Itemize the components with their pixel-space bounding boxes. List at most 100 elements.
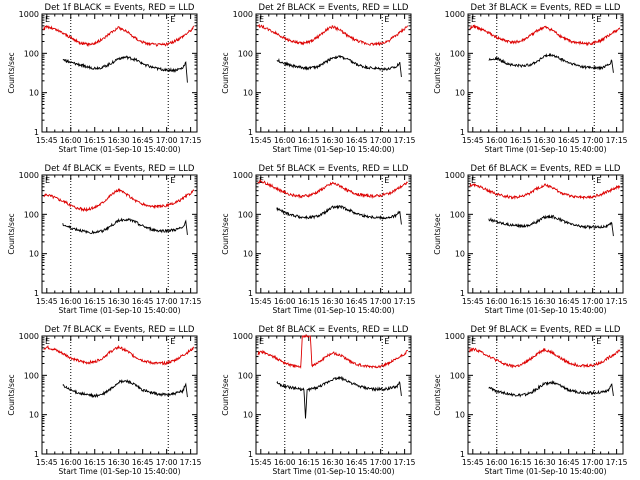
legend-mark: E [384,337,389,346]
plot-frame [255,13,412,133]
x-tick-label: 17:15 [606,136,628,145]
x-tick-label: 17:00 [582,458,604,467]
series-line-lld [43,188,195,213]
panel-title: Det 9f BLACK = Events, RED = LLD [471,325,621,335]
series-line-events [62,55,188,83]
x-tick-label: 16:45 [132,458,154,467]
legend-mark: E [170,337,175,346]
y-tick-label: 10 [29,250,39,259]
legend-mark: E [471,15,476,24]
x-tick-label: 16:00 [60,297,82,306]
x-axis-label: Start Time (01-Sep-10 15:40:00) [485,467,607,476]
panel-title: Det 6f BLACK = Events, RED = LLD [471,164,621,174]
x-axis-label: Start Time (01-Sep-10 15:40:00) [273,467,395,476]
series-line-events [276,54,402,78]
legend-mark: E [170,15,175,24]
legend-mark: E [259,15,264,24]
x-axis-label: Start Time (01-Sep-10 15:40:00) [485,306,607,315]
panel-title: Det 1f BLACK = Events, RED = LLD [45,3,195,13]
x-tick-label: 16:00 [60,136,82,145]
y-tick-label: 1000 [445,332,465,341]
legend-mark: E [45,15,50,24]
legend-mark: E [384,15,389,24]
x-tick-label: 17:00 [370,458,392,467]
series-line-lld [469,347,621,369]
panel-det-6: Det 6f BLACK = Events, RED = LLD 1 10 100 10… [433,164,628,315]
y-tick-label: 1 [34,450,39,459]
x-tick-label: 16:45 [132,297,154,306]
plot-frame [255,335,412,455]
y-tick-label: 100 [450,49,465,58]
y-tick-label: 100 [238,371,253,380]
legend-mark: E [384,176,389,185]
y-axis-label: Counts/sec [7,374,16,415]
x-tick-label: 17:15 [180,136,202,145]
plot-frame [255,174,412,294]
x-tick-label: 15:45 [250,136,272,145]
legend-mark: E [259,176,264,185]
series-line-events [488,214,614,237]
y-tick-label: 1000 [233,332,253,341]
y-tick-label: 100 [238,49,253,58]
x-tick-label: 16:30 [108,136,130,145]
x-tick-label: 16:00 [486,136,508,145]
x-tick-label: 17:00 [582,297,604,306]
x-tick-label: 16:30 [322,297,344,306]
x-axis-label: Start Time (01-Sep-10 15:40:00) [59,467,181,476]
x-tick-label: 17:15 [180,297,202,306]
series-line-events [62,217,188,235]
x-tick-label: 16:15 [84,136,106,145]
panel-title: Det 2f BLACK = Events, RED = LLD [259,3,409,13]
plot-frame [41,335,198,455]
x-tick-label: 17:15 [606,458,628,467]
series-line-events [488,379,614,398]
panel-det-5: Det 5f BLACK = Events, RED = LLD 1 10 100 10… [221,164,416,315]
x-tick-label: 16:15 [84,297,106,306]
x-tick-label: 16:30 [534,136,556,145]
y-axis-label: Counts/sec [7,52,16,93]
series-line-events [62,378,188,398]
y-tick-label: 10 [243,89,253,98]
y-tick-label: 100 [24,210,39,219]
x-tick-label: 15:45 [36,136,58,145]
y-axis-label: Counts/sec [433,213,442,254]
legend-mark: E [596,15,601,24]
x-axis-label: Start Time (01-Sep-10 15:40:00) [485,145,607,154]
y-tick-label: 1000 [19,171,39,180]
y-axis-label: Counts/sec [221,52,230,93]
y-tick-label: 1000 [233,171,253,180]
x-tick-label: 17:00 [370,136,392,145]
y-tick-label: 10 [29,89,39,98]
series-line-lld [43,344,195,366]
x-tick-label: 16:15 [298,136,320,145]
legend-mark: E [45,337,50,346]
x-tick-label: 17:00 [156,297,178,306]
x-tick-label: 16:15 [510,458,532,467]
x-tick-label: 16:30 [108,458,130,467]
x-tick-label: 16:15 [510,297,532,306]
plot-frame [41,13,198,133]
panel-title: Det 8f BLACK = Events, RED = LLD [259,325,409,335]
x-tick-label: 17:15 [394,136,416,145]
x-tick-label: 17:00 [582,136,604,145]
legend-mark: E [259,337,264,346]
legend-mark: E [170,176,175,185]
x-tick-label: 15:45 [250,458,272,467]
series-line-lld [257,333,409,370]
y-axis-label: Counts/sec [433,52,442,93]
panel-det-7: Det 7f BLACK = Events, RED = LLD 1 10 100 10… [7,325,202,476]
y-tick-label: 1 [248,128,253,137]
legend-mark: E [596,337,601,346]
x-tick-label: 15:45 [462,136,484,145]
x-tick-label: 16:45 [346,458,368,467]
y-tick-label: 100 [450,210,465,219]
panel-det-4: Det 4f BLACK = Events, RED = LLD 1 10 100 10… [7,164,202,315]
panel-det-9: Det 9f BLACK = Events, RED = LLD 1 10 100 10… [433,325,628,476]
panel-det-8: Det 8f BLACK = Events, RED = LLD 1 10 100 10… [221,325,416,476]
x-axis-label: Start Time (01-Sep-10 15:40:00) [59,145,181,154]
y-tick-label: 10 [243,411,253,420]
x-tick-label: 16:30 [322,458,344,467]
x-tick-label: 17:15 [180,458,202,467]
y-tick-label: 10 [29,411,39,420]
y-tick-label: 1 [460,450,465,459]
